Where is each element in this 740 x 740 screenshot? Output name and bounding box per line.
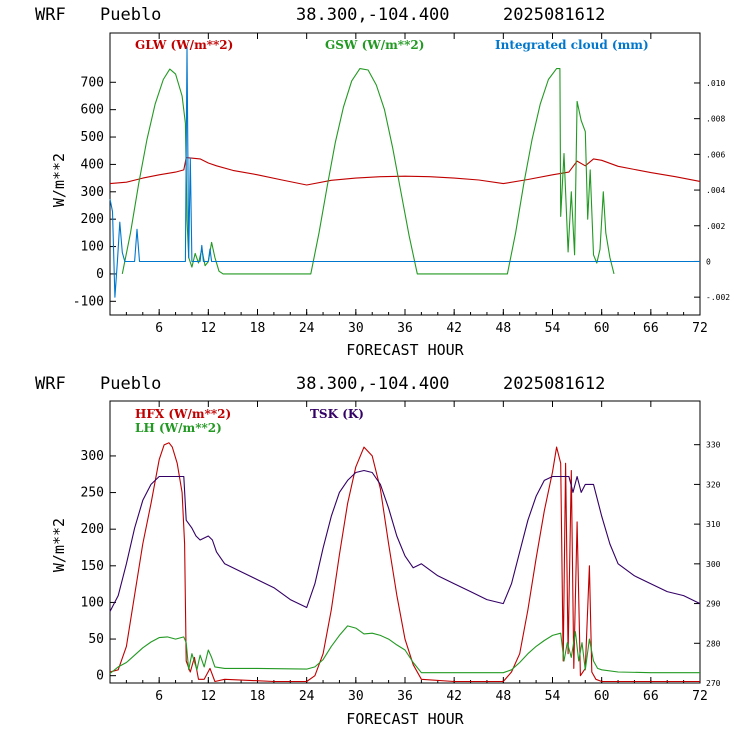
y2-tick-label: .004: [706, 186, 725, 195]
x-tick-label: 60: [594, 689, 610, 704]
panel1-series: [109, 46, 701, 298]
panel2-coords: 38.300,-104.400: [296, 374, 450, 394]
x-tick-label: 72: [692, 689, 708, 704]
x-tick-label: 30: [348, 321, 364, 336]
y-tick-label: -100: [73, 294, 104, 309]
panel1-ticks: 6 12 18 24 30 36 42 48 54 60 66 72 -100 0 100 200 300 400…: [73, 33, 730, 336]
y-tick-label: 600: [81, 103, 104, 118]
panel2-series: [109, 442, 701, 683]
y-tick-label: 500: [81, 130, 104, 145]
series-lh-line: [109, 625, 700, 674]
legend-lh: LH (W/m**2): [135, 421, 222, 435]
y2-tick-label: 330: [706, 441, 721, 450]
y2-tick-label: 310: [706, 520, 721, 529]
x-tick-label: 24: [299, 689, 315, 704]
panel1-site: Pueblo: [100, 5, 161, 25]
x-tick-label: 60: [594, 321, 610, 336]
y-tick-label: 100: [81, 595, 104, 610]
legend-glw: GLW (W/m**2): [135, 38, 233, 52]
y-tick-label: 200: [81, 212, 104, 227]
panel2-xlabel: FORECAST HOUR: [346, 710, 464, 728]
y-tick-label: 700: [81, 75, 104, 90]
panel2-model: WRF: [35, 374, 66, 394]
x-tick-label: 48: [496, 689, 512, 704]
x-tick-label: 24: [299, 321, 315, 336]
x-tick-label: 18: [250, 321, 266, 336]
y-tick-label: 50: [88, 632, 104, 647]
series-glw-line: [109, 157, 701, 186]
panel1-model: WRF: [35, 5, 66, 25]
y2-tick-label: 0: [706, 257, 711, 266]
y2-tick-label: -.002: [706, 293, 730, 302]
series-integrated-line: [109, 46, 700, 298]
y-tick-label: 200: [81, 522, 104, 537]
y2-tick-label: 320: [706, 480, 721, 489]
series-tsk-line: [109, 469, 701, 612]
x-tick-label: 48: [496, 321, 512, 336]
panel1-legend: GLW (W/m**2) GSW (W/m**2) Integrated clo…: [135, 38, 649, 52]
y2-tick-label: .002: [706, 222, 725, 231]
x-tick-label: 54: [545, 689, 561, 704]
legend-hfx: HFX (W/m**2): [135, 407, 231, 421]
y-tick-label: 100: [81, 240, 104, 255]
y-tick-label: 300: [81, 185, 104, 200]
panel2-ticks: 6 12 18 24 30 36 42 48 54 60 66 72 0 50 100 150 200 250 30…: [81, 401, 721, 704]
x-tick-label: 42: [446, 321, 462, 336]
panel2-header: WRF Pueblo 38.300,-104.400 2025081612: [35, 374, 605, 394]
y2-tick-label: 290: [706, 600, 721, 609]
series-gsw-line: [121, 68, 615, 275]
y2-tick-label: .006: [706, 150, 725, 159]
x-tick-label: 36: [397, 321, 413, 336]
x-tick-label: 36: [397, 689, 413, 704]
x-tick-label: 12: [201, 689, 217, 704]
panel1-ylabel: W/m**2: [50, 153, 68, 207]
x-tick-label: 66: [643, 689, 659, 704]
y-tick-label: 0: [96, 267, 104, 282]
y-tick-label: 150: [81, 559, 104, 574]
series-hfx-line: [109, 442, 700, 683]
x-tick-label: 54: [545, 321, 561, 336]
y2-tick-label: 280: [706, 639, 721, 648]
y-tick-label: 400: [81, 157, 104, 172]
panel2-init: 2025081612: [503, 374, 605, 394]
panel1-coords: 38.300,-104.400: [296, 5, 450, 25]
panel1-xlabel: FORECAST HOUR: [346, 341, 464, 359]
x-tick-label: 30: [348, 689, 364, 704]
x-tick-label: 66: [643, 321, 659, 336]
legend-gsw: GSW (W/m**2): [325, 38, 424, 52]
x-tick-label: 12: [201, 321, 217, 336]
panel1-header: WRF Pueblo 38.300,-104.400 2025081612: [35, 5, 605, 25]
panel2-ylabel: W/m**2: [50, 518, 68, 572]
y-tick-label: 0: [96, 669, 104, 684]
y2-tick-label: .008: [706, 115, 725, 124]
x-tick-label: 72: [692, 321, 708, 336]
x-tick-label: 42: [446, 689, 462, 704]
legend-tsk: TSK (K): [310, 407, 364, 421]
panel2-site: Pueblo: [100, 374, 161, 394]
x-tick-label: 18: [250, 689, 266, 704]
legend-cloud: Integrated cloud (mm): [495, 38, 649, 52]
panel2-legend: HFX (W/m**2) LH (W/m**2) TSK (K): [135, 407, 364, 435]
panel1-frame: [109, 32, 701, 316]
x-tick-label: 6: [155, 689, 163, 704]
y2-tick-label: 270: [706, 679, 721, 688]
y2-tick-label: 300: [706, 560, 721, 569]
panel1-init: 2025081612: [503, 5, 605, 25]
y2-tick-label: .010: [706, 79, 725, 88]
y-tick-label: 300: [81, 449, 104, 464]
x-tick-label: 6: [155, 321, 163, 336]
y-tick-label: 250: [81, 486, 104, 501]
